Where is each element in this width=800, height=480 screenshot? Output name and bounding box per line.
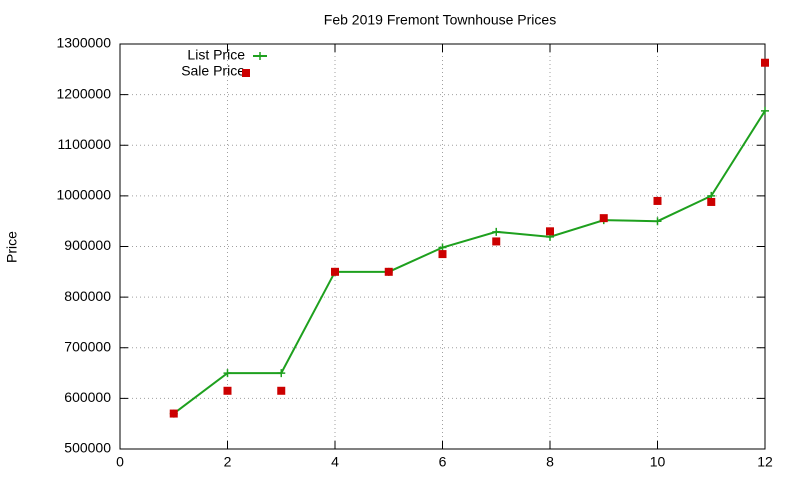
point <box>223 369 232 378</box>
legend-marker <box>242 69 250 77</box>
x-tick-label: 2 <box>224 454 232 470</box>
point <box>169 409 178 418</box>
legend-label: List Price <box>187 47 245 63</box>
y-tick-label: 1300000 <box>56 35 111 51</box>
point <box>438 250 447 259</box>
y-tick-label: 600000 <box>64 389 111 405</box>
point <box>599 214 608 223</box>
x-tick-label: 6 <box>439 454 447 470</box>
y-tick-label: 500000 <box>64 440 111 456</box>
y-axis-label: Price <box>4 231 20 263</box>
legend-label: Sale Price <box>181 63 245 79</box>
y-tick-label: 800000 <box>64 288 111 304</box>
y-tick-label: 1100000 <box>58 136 112 152</box>
point <box>707 197 716 206</box>
y-tick-label: 900000 <box>64 237 111 253</box>
y-tick-label: 700000 <box>64 338 111 354</box>
plot-frame <box>119 43 766 450</box>
chart-title: Feb 2019 Fremont Townhouse Prices <box>324 12 556 28</box>
x-tick-label: 4 <box>331 454 339 470</box>
point <box>492 237 501 246</box>
point <box>277 386 286 395</box>
x-tick-label: 0 <box>116 454 124 470</box>
legend-marker <box>256 52 264 60</box>
line <box>173 110 766 415</box>
point <box>384 267 393 276</box>
point <box>223 386 232 395</box>
y-tick-label: 1000000 <box>56 187 111 203</box>
x-tick-label: 12 <box>757 454 773 470</box>
x-tick-label: 10 <box>650 454 666 470</box>
point <box>653 196 662 205</box>
point <box>331 267 339 276</box>
y-tick-label: 1200000 <box>56 85 111 101</box>
x-tick-label: 8 <box>546 454 554 470</box>
point <box>546 227 554 236</box>
point <box>653 217 662 226</box>
point <box>492 227 501 236</box>
point <box>761 58 769 67</box>
point <box>761 106 769 115</box>
point <box>277 369 286 378</box>
